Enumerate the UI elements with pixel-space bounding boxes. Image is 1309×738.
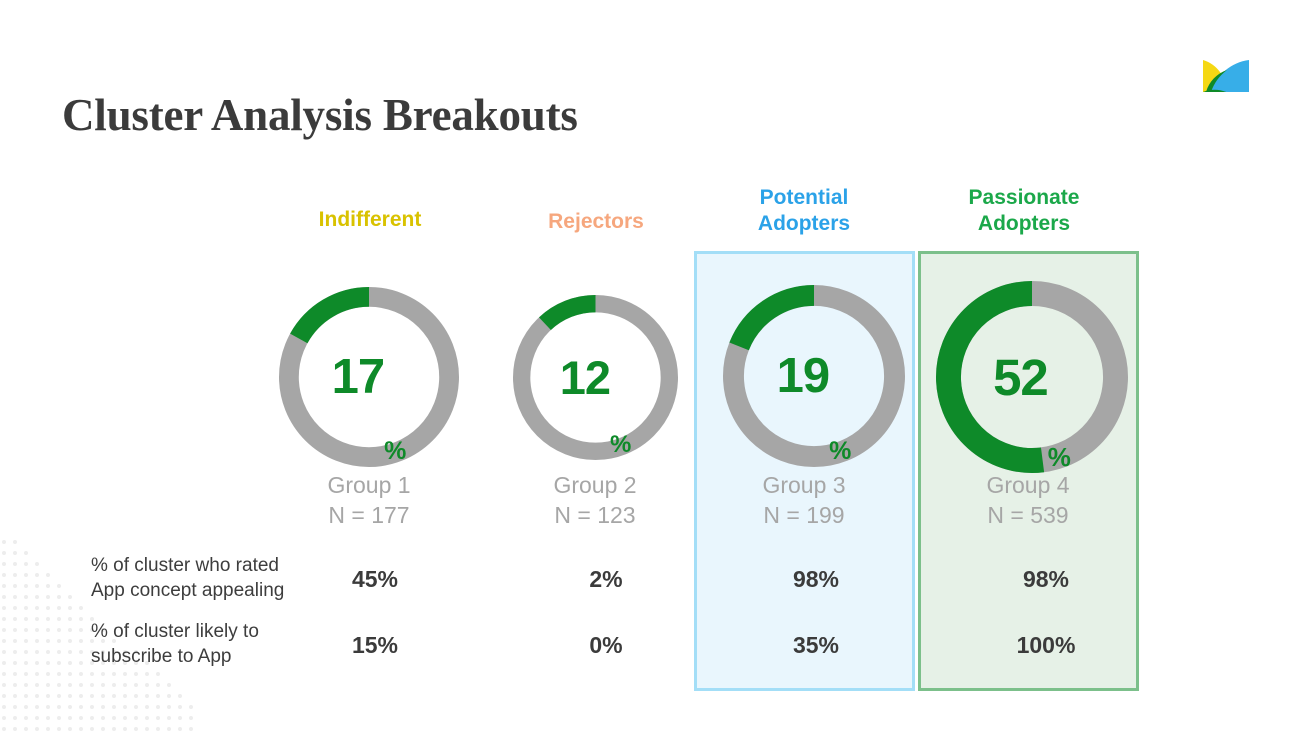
metric-value-r1-c0: 15% (351, 632, 399, 658)
donut-value-arc (279, 287, 459, 467)
column-header-rejectors: Rejectors (548, 210, 644, 233)
group-name: Group 3 (762, 472, 846, 498)
group-name: Group 2 (553, 472, 637, 498)
donut-gauge-group-3: 19 % (723, 285, 905, 467)
metric-value-r0-c1: 2% (589, 566, 623, 592)
company-logo (1203, 60, 1249, 92)
donut-gauge-group-2: 12 % (513, 295, 678, 460)
metric-label-app-concept-appealing: % of cluster who rated App concept appea… (91, 555, 285, 601)
metric-value-r0-c2: 98% (792, 566, 840, 592)
donut-value-arc (513, 295, 678, 460)
column-header-passionate-adopters: Passionate Adopters (968, 186, 1080, 235)
column-header-indifferent: Indifferent (318, 208, 422, 231)
group-caption-4: Group 4 N = 539 (918, 470, 1138, 530)
group-sample-size: N = 539 (987, 502, 1069, 528)
metric-value-r0-c0: 45% (351, 566, 399, 592)
donut-value-arc (723, 285, 905, 467)
metric-label-likely-to-subscribe: % of cluster likely to subscribe to App (91, 621, 259, 667)
group-name: Group 1 (327, 472, 411, 498)
column-header-potential-adopters: Potential Adopters (757, 186, 851, 235)
page-title: Cluster Analysis Breakouts (62, 90, 578, 140)
group-caption-2: Group 2 N = 123 (485, 470, 705, 530)
donut-track (513, 295, 678, 460)
metric-value-r1-c2: 35% (792, 632, 840, 658)
metric-value-r0-c3: 98% (1022, 566, 1070, 592)
donut-gauge-group-1: 17 % (279, 287, 459, 467)
metric-value-r1-c1: 0% (589, 632, 623, 658)
group-caption-3: Group 3 N = 199 (694, 470, 914, 530)
group-caption-1: Group 1 N = 177 (259, 470, 479, 530)
group-sample-size: N = 199 (763, 502, 845, 528)
donut-value-arc (936, 281, 1128, 473)
group-sample-size: N = 177 (328, 502, 410, 528)
donut-gauge-group-4: 52 % (936, 281, 1128, 473)
metric-value-r1-c3: 100% (1016, 632, 1076, 658)
group-name: Group 4 (986, 472, 1070, 498)
group-sample-size: N = 123 (554, 502, 636, 528)
